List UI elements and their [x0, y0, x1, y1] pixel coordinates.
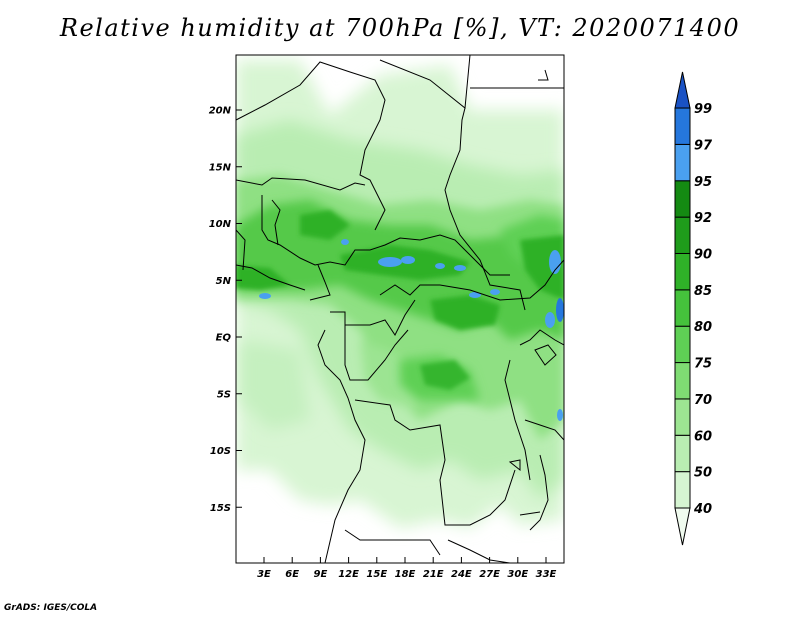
lat-tick-label: EQ: [216, 333, 232, 344]
colorbar-segment: [674, 325, 691, 364]
lon-tick-label: 24E: [451, 569, 472, 580]
colorbar-segment: [674, 216, 691, 254]
lon-tick-label: 18E: [395, 569, 416, 580]
map-title: Relative humidity at 700hPa [%], VT: 202…: [59, 14, 741, 42]
lat-tick-label: 5S: [217, 389, 231, 400]
lon-tick-label: 21E: [423, 569, 444, 580]
colorbar-level-label: 90: [694, 247, 712, 262]
colorbar-lower-extension: [674, 507, 691, 546]
lon-tick-label: 12E: [338, 569, 359, 580]
colorbar-segment: [674, 398, 691, 436]
colorbar-level-label: 70: [694, 393, 712, 408]
lat-tick-label: 10S: [210, 446, 231, 457]
lon-tick-label: 6E: [285, 569, 299, 580]
map-frame: [235, 54, 565, 564]
lat-tick-label: 10N: [209, 219, 232, 230]
lon-tick-label: 30E: [507, 569, 528, 580]
lat-tick-label: 20N: [209, 106, 232, 117]
longitude-axis: 3E 6E 9E 12E 15E 18E 21E 24E 27E 30E 33E: [257, 557, 557, 580]
colorbar-segment: [674, 143, 691, 182]
lon-tick-label: 9E: [314, 569, 328, 580]
lat-tick-label: 15S: [210, 503, 231, 514]
colorbar-level-label: 85: [694, 284, 712, 299]
colorbar-segment: [674, 362, 691, 400]
colorbar-level-label: 92: [694, 211, 712, 226]
colorbar-upper-extension: [674, 71, 691, 109]
lat-tick-label: 15N: [209, 162, 232, 173]
colorbar-segment: [674, 252, 691, 291]
map-panel: 20N 15N 10N 5N EQ 5S 10S 15S 3E 6E 9E 12E 15E 18E 21E…: [209, 54, 565, 580]
colorbar-segment: [674, 289, 691, 327]
humidity-shading-95: [259, 239, 564, 421]
colorbar-level-label: 40: [693, 502, 712, 517]
colorbar-level-label: 95: [694, 175, 712, 190]
colorbar-segment: [674, 434, 691, 473]
lon-tick-label: 3E: [257, 569, 271, 580]
latitude-axis: 20N 15N 10N 5N EQ 5S 10S 15S: [209, 106, 242, 514]
lon-tick-label: 27E: [479, 569, 500, 580]
colorbar-segment: [674, 180, 691, 218]
colorbar-level-label: 97: [694, 138, 713, 153]
country-boundaries: [236, 55, 564, 563]
lon-tick-label: 33E: [536, 569, 557, 580]
humidity-field: [236, 55, 564, 563]
colorbar-level-label: 80: [694, 320, 712, 335]
grads-credit: GrADS: IGES/COLA: [4, 603, 98, 613]
lon-tick-label: 15E: [366, 569, 387, 580]
colorbar-level-label: 50: [694, 466, 712, 481]
colorbar-segment: [674, 471, 691, 509]
colorbar-level-label: 75: [694, 357, 712, 372]
colorbar: 40 50 60 70 75 80 85 90 92 95 97 99: [674, 71, 713, 546]
colorbar-level-label: 60: [694, 429, 712, 444]
colorbar-level-label: 99: [694, 102, 712, 117]
lat-tick-label: 5N: [216, 276, 232, 287]
colorbar-segment: [674, 107, 691, 145]
